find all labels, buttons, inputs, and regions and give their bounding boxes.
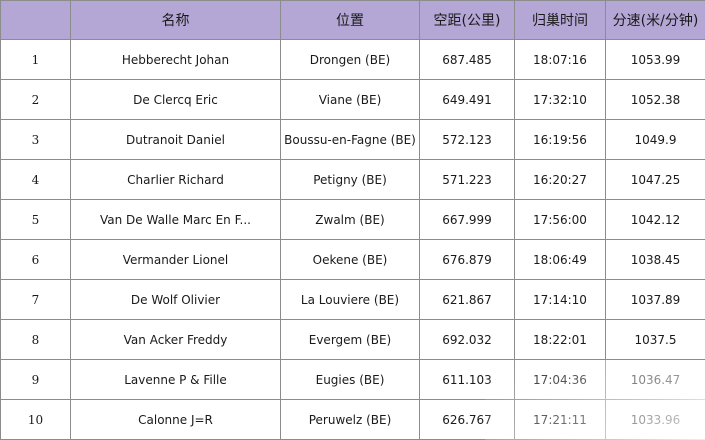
speed-cell: 1033.96 bbox=[605, 399, 705, 440]
location-cell: Petigny (BE) bbox=[280, 159, 420, 200]
time-cell: 17:56:00 bbox=[514, 199, 606, 240]
distance-cell: 611.103 bbox=[419, 359, 515, 400]
location-cell: Evergem (BE) bbox=[280, 319, 420, 360]
location-cell: Boussu-en-Fagne (BE) bbox=[280, 119, 420, 160]
name-cell: De Wolf Olivier bbox=[70, 279, 281, 320]
rank-cell: 10 bbox=[0, 399, 71, 440]
location-cell: Peruwelz (BE) bbox=[280, 399, 420, 440]
speed-cell: 1042.12 bbox=[605, 199, 705, 240]
name-cell: Charlier Richard bbox=[70, 159, 281, 200]
name-cell: Lavenne P & Fille bbox=[70, 359, 281, 400]
distance-cell: 626.767 bbox=[419, 399, 515, 440]
speed-cell: 1036.47 bbox=[605, 359, 705, 400]
header-return-time: 归巢时间 bbox=[514, 0, 606, 40]
rank-cell: 1 bbox=[0, 39, 71, 80]
time-cell: 17:04:36 bbox=[514, 359, 606, 400]
rank-cell: 2 bbox=[0, 79, 71, 120]
speed-cell: 1037.89 bbox=[605, 279, 705, 320]
rank-cell: 3 bbox=[0, 119, 71, 160]
speed-cell: 1053.99 bbox=[605, 39, 705, 80]
table-row: 2 De Clercq Eric Viane (BE) 649.491 17:3… bbox=[0, 79, 705, 120]
rank-cell: 9 bbox=[0, 359, 71, 400]
distance-cell: 571.223 bbox=[419, 159, 515, 200]
time-cell: 16:19:56 bbox=[514, 119, 606, 160]
time-cell: 18:22:01 bbox=[514, 319, 606, 360]
header-rank bbox=[0, 0, 71, 40]
location-cell: Drongen (BE) bbox=[280, 39, 420, 80]
name-cell: Van De Walle Marc En F... bbox=[70, 199, 281, 240]
header-name: 名称 bbox=[70, 0, 281, 40]
name-cell: Van Acker Freddy bbox=[70, 319, 281, 360]
time-cell: 17:21:11 bbox=[514, 399, 606, 440]
distance-cell: 649.491 bbox=[419, 79, 515, 120]
name-cell: De Clercq Eric bbox=[70, 79, 281, 120]
location-cell: Oekene (BE) bbox=[280, 239, 420, 280]
name-cell: Dutranoit Daniel bbox=[70, 119, 281, 160]
location-cell: La Louviere (BE) bbox=[280, 279, 420, 320]
table-row: 9 Lavenne P & Fille Eugies (BE) 611.103 … bbox=[0, 359, 705, 400]
rank-cell: 5 bbox=[0, 199, 71, 240]
time-cell: 18:07:16 bbox=[514, 39, 606, 80]
table-row: 1 Hebberecht Johan Drongen (BE) 687.485 … bbox=[0, 39, 705, 80]
distance-cell: 692.032 bbox=[419, 319, 515, 360]
table-row: 6 Vermander Lionel Oekene (BE) 676.879 1… bbox=[0, 239, 705, 280]
name-cell: Calonne J=R bbox=[70, 399, 281, 440]
time-cell: 17:32:10 bbox=[514, 79, 606, 120]
rank-cell: 8 bbox=[0, 319, 71, 360]
distance-cell: 687.485 bbox=[419, 39, 515, 80]
distance-cell: 667.999 bbox=[419, 199, 515, 240]
header-location: 位置 bbox=[280, 0, 420, 40]
name-cell: Hebberecht Johan bbox=[70, 39, 281, 80]
table-row: 3 Dutranoit Daniel Boussu-en-Fagne (BE) … bbox=[0, 119, 705, 160]
distance-cell: 572.123 bbox=[419, 119, 515, 160]
table-row: 5 Van De Walle Marc En F... Zwalm (BE) 6… bbox=[0, 199, 705, 240]
speed-cell: 1038.45 bbox=[605, 239, 705, 280]
name-cell: Vermander Lionel bbox=[70, 239, 281, 280]
speed-cell: 1052.38 bbox=[605, 79, 705, 120]
header-distance: 空距(公里) bbox=[419, 0, 515, 40]
location-cell: Viane (BE) bbox=[280, 79, 420, 120]
distance-cell: 676.879 bbox=[419, 239, 515, 280]
table-row: 10 Calonne J=R Peruwelz (BE) 626.767 17:… bbox=[0, 399, 705, 440]
header-row: 名称 位置 空距(公里) 归巢时间 分速(米/分钟) bbox=[0, 0, 705, 40]
speed-cell: 1049.9 bbox=[605, 119, 705, 160]
rank-cell: 6 bbox=[0, 239, 71, 280]
speed-cell: 1037.5 bbox=[605, 319, 705, 360]
speed-cell: 1047.25 bbox=[605, 159, 705, 200]
rank-cell: 7 bbox=[0, 279, 71, 320]
table-row: 4 Charlier Richard Petigny (BE) 571.223 … bbox=[0, 159, 705, 200]
time-cell: 17:14:10 bbox=[514, 279, 606, 320]
location-cell: Zwalm (BE) bbox=[280, 199, 420, 240]
table-row: 8 Van Acker Freddy Evergem (BE) 692.032 … bbox=[0, 319, 705, 360]
rank-cell: 4 bbox=[0, 159, 71, 200]
table-row: 7 De Wolf Olivier La Louviere (BE) 621.8… bbox=[0, 279, 705, 320]
time-cell: 16:20:27 bbox=[514, 159, 606, 200]
header-speed: 分速(米/分钟) bbox=[605, 0, 705, 40]
location-cell: Eugies (BE) bbox=[280, 359, 420, 400]
time-cell: 18:06:49 bbox=[514, 239, 606, 280]
distance-cell: 621.867 bbox=[419, 279, 515, 320]
